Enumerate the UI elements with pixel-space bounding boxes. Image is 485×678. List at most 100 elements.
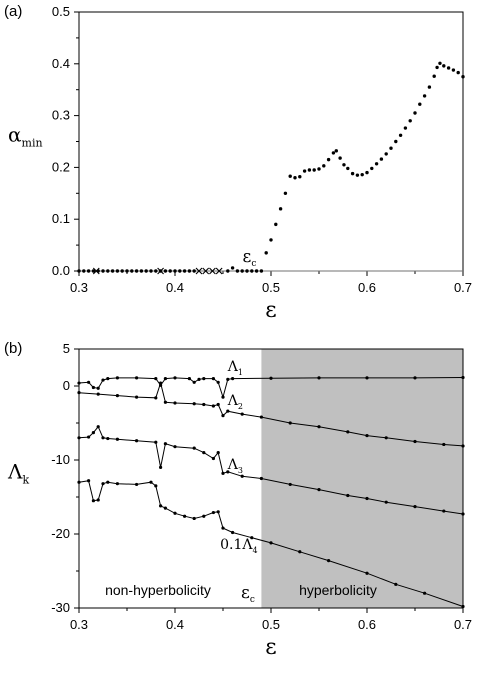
series-point	[269, 376, 273, 380]
series-point	[87, 435, 91, 439]
series-point	[173, 401, 177, 405]
series-point	[115, 394, 119, 398]
data-point	[154, 269, 158, 273]
series-point	[202, 402, 206, 407]
data-point	[240, 269, 244, 273]
series-point	[77, 381, 81, 385]
series-point	[154, 484, 158, 488]
data-point	[168, 269, 172, 273]
data-point	[115, 269, 120, 273]
epsilon-c-annotation-sub: c	[250, 595, 255, 605]
series-label-main: Λ	[227, 457, 239, 473]
series-point	[77, 436, 81, 440]
series-point	[192, 402, 196, 406]
region-label-non-hyperbolicity: non-hyperbolicity	[105, 582, 211, 598]
data-point	[322, 164, 326, 168]
data-point	[307, 168, 312, 172]
series-point	[159, 504, 163, 508]
series-point	[288, 421, 292, 425]
y-axis-label: Λk	[7, 460, 29, 487]
data-point	[370, 166, 374, 171]
series-point	[259, 476, 263, 481]
y-axis-label-main: α	[8, 123, 22, 147]
data-point	[403, 126, 408, 130]
data-point	[192, 269, 196, 273]
series-point	[87, 380, 91, 384]
series-label-sub: 2	[238, 402, 243, 411]
data-point	[456, 70, 460, 75]
data-point	[149, 269, 153, 273]
cross-point	[202, 267, 210, 275]
series-point	[231, 530, 235, 535]
data-point	[374, 162, 379, 166]
data-point	[398, 133, 403, 137]
series-point	[226, 409, 230, 413]
series-point	[216, 402, 220, 407]
data-point	[408, 119, 412, 123]
series-point	[154, 396, 158, 400]
series-point	[288, 482, 292, 487]
data-point	[342, 163, 346, 167]
series-point	[154, 377, 158, 381]
series-point	[159, 381, 163, 385]
series-point	[202, 377, 206, 381]
series-point	[197, 377, 201, 381]
data-point	[182, 269, 187, 273]
series-point	[211, 456, 215, 461]
series-point	[413, 439, 417, 444]
series-point	[461, 444, 465, 448]
series-point	[96, 386, 100, 390]
series-point	[96, 425, 100, 429]
series-point	[365, 496, 369, 501]
x-tick-label: 0.4	[166, 617, 184, 632]
series-point	[211, 510, 215, 515]
series-point	[365, 571, 369, 575]
series-point	[96, 392, 100, 396]
series-point	[202, 451, 206, 455]
series-point	[240, 474, 244, 478]
y-tick-label: 0.0	[52, 263, 70, 278]
x-axis-label: ε	[265, 635, 276, 660]
data-point	[173, 269, 177, 273]
cross-point	[209, 267, 216, 275]
series-point	[259, 415, 263, 419]
series-point	[211, 377, 215, 381]
epsilon-c-annotation: εc	[243, 247, 257, 269]
series-point	[365, 433, 369, 438]
data-point	[350, 171, 355, 176]
data-point	[326, 157, 331, 162]
data-point	[278, 207, 283, 211]
x-tick-label: 0.4	[166, 280, 184, 295]
data-point	[446, 66, 451, 70]
series-point	[106, 377, 110, 381]
series-point	[384, 436, 388, 440]
data-point	[82, 269, 86, 273]
series-point	[192, 446, 196, 450]
panel-label: (a)	[4, 3, 22, 20]
data-point	[134, 269, 139, 273]
data-point	[435, 65, 439, 70]
data-point	[91, 269, 96, 273]
series-point	[317, 425, 321, 429]
series-point	[250, 536, 254, 540]
series-point	[442, 442, 446, 447]
series-point	[192, 380, 196, 384]
data-point	[106, 269, 110, 273]
series-point	[101, 436, 105, 440]
hyperbolic-region	[261, 349, 463, 608]
panel-a: 0.3 0.4 0.5 0.6 0.7 0.0 0.1 0.2 0.3 0.4 0.5 (a) ε αmi…	[4, 3, 472, 323]
y-axis-label: αmin	[8, 123, 43, 150]
data-point	[461, 75, 465, 79]
cross-point	[215, 267, 223, 275]
series-point	[91, 431, 95, 435]
series-point	[346, 493, 350, 498]
series-point	[91, 499, 95, 503]
series-point	[183, 514, 187, 518]
series-label-sub: 4	[252, 546, 257, 555]
data-point	[346, 166, 350, 171]
data-point	[250, 269, 254, 273]
series-point	[346, 430, 350, 434]
y-tick-label: -30	[51, 600, 70, 615]
series-point	[240, 412, 244, 416]
series-point	[216, 380, 220, 384]
